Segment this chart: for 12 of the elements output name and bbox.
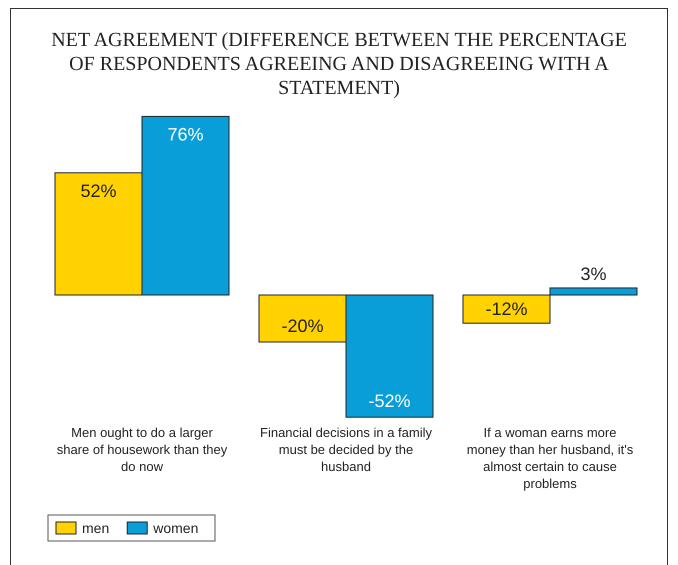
data-label: -12% <box>485 299 528 320</box>
x-tick-label: If a woman earns more money than her husband, it's almost certain to cause problems <box>466 425 634 491</box>
x-tick-label: Men ought to do a larger share of housework than they do now <box>56 425 228 474</box>
data-label: -52% <box>368 391 411 412</box>
legend-label: men <box>82 520 110 536</box>
data-label: -20% <box>281 316 324 336</box>
legend-label: women <box>152 520 198 536</box>
chart-title: NET AGREEMENT (DIFFERENCE BETWEEN THE PERCENTAGE OF RESPONDENTS AGREEING AND DISAGREEING WITH A STATEMENT) <box>51 29 627 99</box>
data-label: 76% <box>167 124 204 144</box>
data-label: 3% <box>580 264 607 284</box>
x-tick-label: Financial decisions in a family must be decided by the husband <box>260 425 432 474</box>
data-label: 52% <box>80 180 117 201</box>
